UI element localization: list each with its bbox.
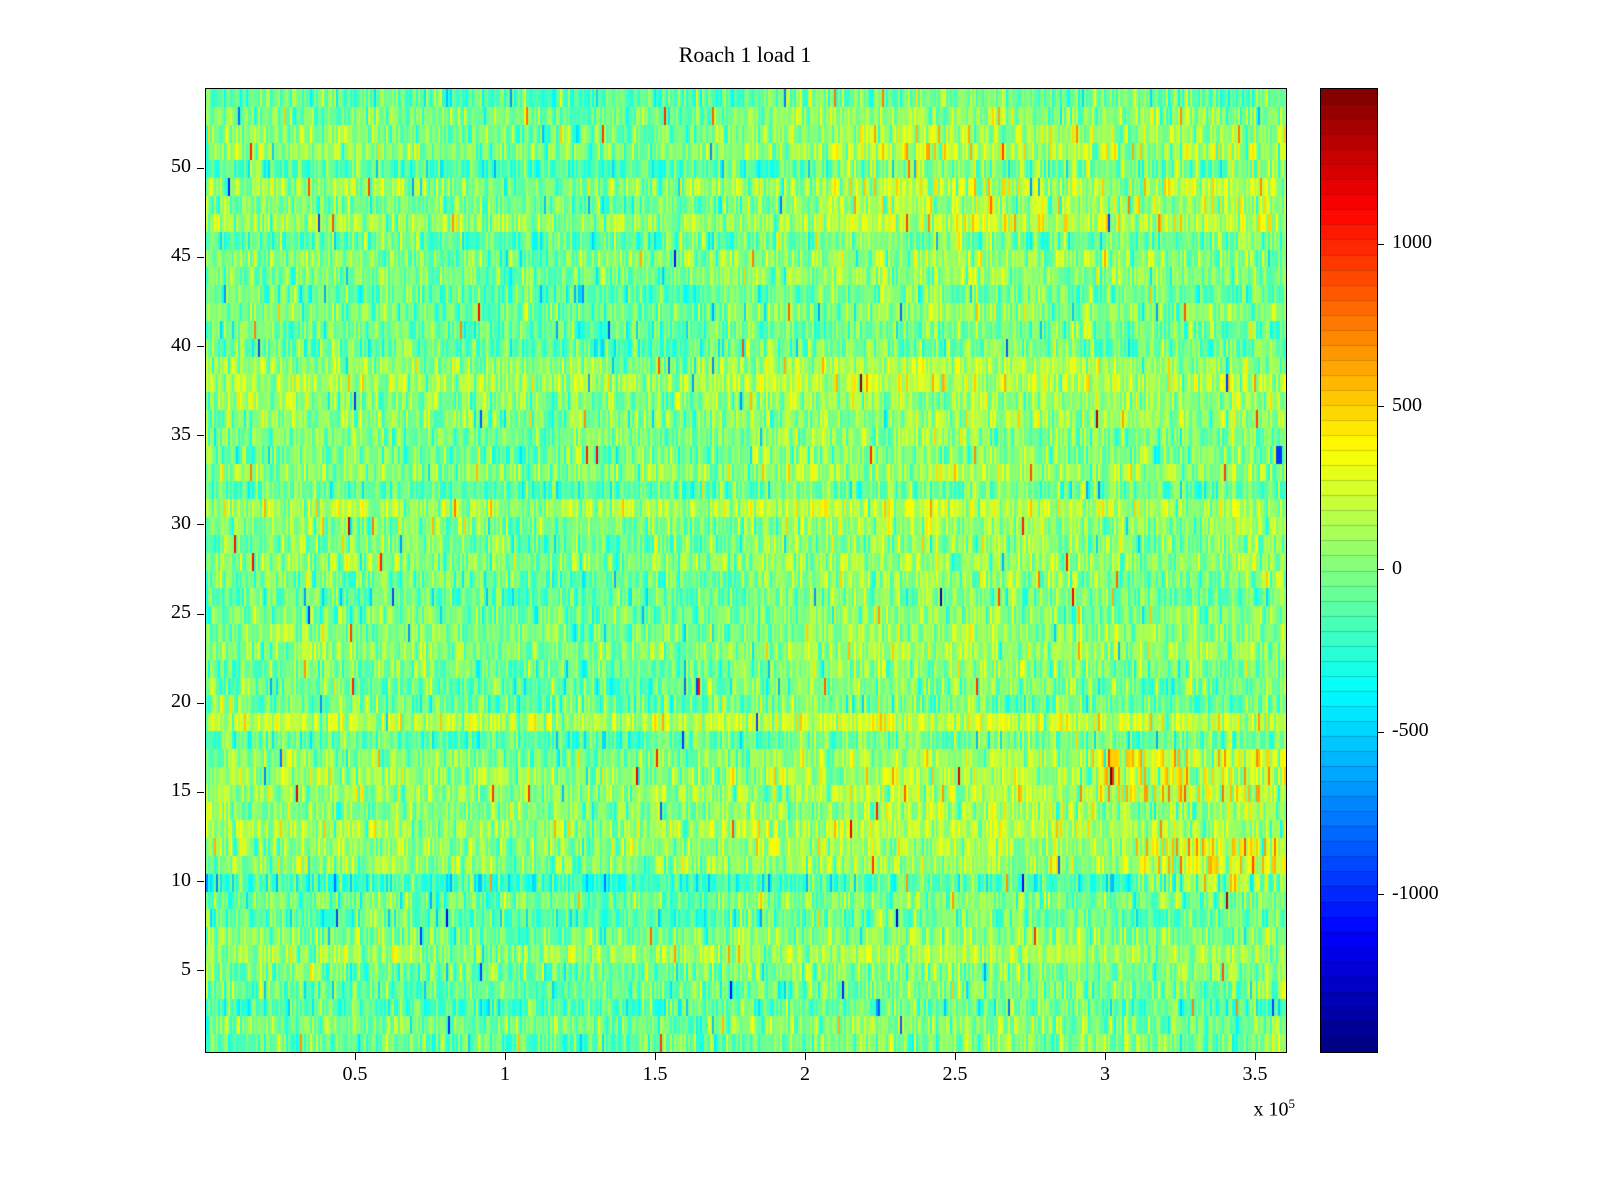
y-tick-mark xyxy=(197,435,204,437)
colorbar-tick-mark xyxy=(1378,731,1384,733)
colorbar-tick-mark xyxy=(1378,243,1384,245)
y-tick-mark xyxy=(197,524,204,526)
x-tick-label: 2 xyxy=(800,1063,810,1085)
x-tick-mark xyxy=(804,1053,806,1060)
x-tick-mark xyxy=(654,1053,656,1060)
x-axis-exponent: x 105 xyxy=(1200,1096,1296,1122)
x-tick-label: 1.5 xyxy=(642,1063,668,1085)
colorbar-canvas xyxy=(1321,89,1377,1052)
y-tick-mark xyxy=(197,256,204,258)
colorbar-tick-mark xyxy=(1378,406,1384,408)
colorbar-tick-label: -1000 xyxy=(1392,881,1439,904)
x-tick-label: 1 xyxy=(500,1063,510,1085)
heatmap-canvas xyxy=(206,89,1286,1052)
colorbar-tick-label: 0 xyxy=(1392,556,1402,579)
colorbar-tick-label: 500 xyxy=(1392,393,1422,416)
x-tick-label: 2.5 xyxy=(942,1063,968,1085)
y-tick-label: 30 xyxy=(171,511,191,534)
y-tick-label: 10 xyxy=(171,868,191,891)
y-tick-label: 15 xyxy=(171,779,191,802)
y-tick-mark xyxy=(197,702,204,704)
y-tick-label: 25 xyxy=(171,601,191,624)
colorbar-tick-mark xyxy=(1378,894,1384,896)
y-tick-label: 45 xyxy=(171,244,191,267)
x-tick-label: 0.5 xyxy=(342,1063,368,1085)
x-tick-mark xyxy=(354,1053,356,1060)
colorbar-tick-mark xyxy=(1378,569,1384,570)
y-tick-mark xyxy=(197,970,204,972)
x-tick-mark xyxy=(504,1053,506,1060)
exponent-base: x 10 xyxy=(1253,1098,1289,1121)
x-tick-label: 3.5 xyxy=(1242,1063,1268,1085)
y-tick-label: 35 xyxy=(171,422,191,445)
y-tick-mark xyxy=(197,881,204,883)
exponent-power: 5 xyxy=(1288,1096,1296,1111)
x-tick-mark xyxy=(1254,1053,1256,1060)
x-tick-label: 3 xyxy=(1100,1063,1110,1085)
y-tick-label: 20 xyxy=(171,690,191,713)
y-tick-mark xyxy=(197,791,204,793)
colorbar-tick-label: 1000 xyxy=(1392,231,1432,254)
y-tick-label: 5 xyxy=(181,957,191,980)
x-tick-mark xyxy=(1104,1053,1106,1060)
y-tick-mark xyxy=(197,613,204,615)
plot-area xyxy=(205,88,1287,1053)
y-tick-label: 40 xyxy=(171,333,191,356)
y-tick-label: 50 xyxy=(171,155,191,178)
colorbar-tick-label: -500 xyxy=(1392,719,1429,742)
chart-title: Roach 1 load 1 xyxy=(678,42,812,67)
x-tick-mark xyxy=(954,1053,956,1060)
y-tick-mark xyxy=(197,167,204,169)
y-tick-mark xyxy=(197,346,204,348)
colorbar xyxy=(1320,88,1378,1053)
